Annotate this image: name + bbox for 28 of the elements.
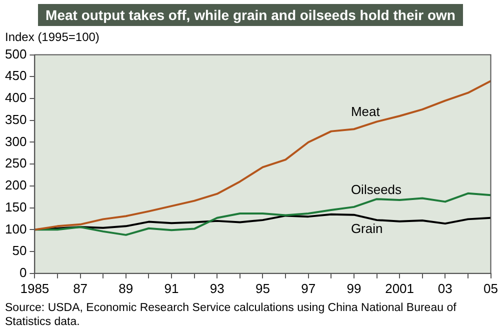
y-tick-label: 450 [4, 68, 27, 84]
y-tick-label: 250 [4, 156, 27, 171]
y-axis-title: Index (1995=100) [5, 30, 100, 44]
series-label: Oilseeds [350, 182, 402, 198]
x-tick-label: 97 [301, 280, 316, 296]
x-tick-label: 95 [255, 280, 270, 296]
y-tick-label: 350 [4, 112, 27, 127]
source-note: Source: USDA, Economic Research Service calculations using China National Bureau of Statistics data. [5, 301, 458, 329]
y-tick-label: 300 [4, 134, 27, 149]
y-tick-label: 200 [4, 178, 27, 193]
chart-title: Meat output takes off, while grain and oilseeds hold their own [38, 4, 464, 26]
x-tick-label: 99 [346, 280, 362, 296]
y-tick-label: 400 [4, 90, 27, 106]
x-tick-label: 91 [164, 280, 179, 296]
x-tick-label: 1985 [20, 280, 50, 296]
x-tick-label: 2001 [385, 280, 414, 296]
y-tick-label: 0 [19, 264, 27, 280]
y-tick-label: 50 [12, 243, 27, 258]
x-tick-label: 89 [118, 280, 134, 296]
x-tick-label: 93 [210, 280, 224, 296]
x-tick-label: 03 [438, 280, 452, 296]
y-tick-label: 500 [4, 46, 27, 62]
x-tick-label: 05 [484, 280, 498, 296]
series-label: Meat [350, 104, 380, 120]
y-tick-label: 100 [4, 221, 27, 236]
series-label: Grain [350, 220, 383, 236]
x-tick-label: 87 [73, 280, 88, 296]
y-tick-label: 150 [4, 199, 27, 214]
